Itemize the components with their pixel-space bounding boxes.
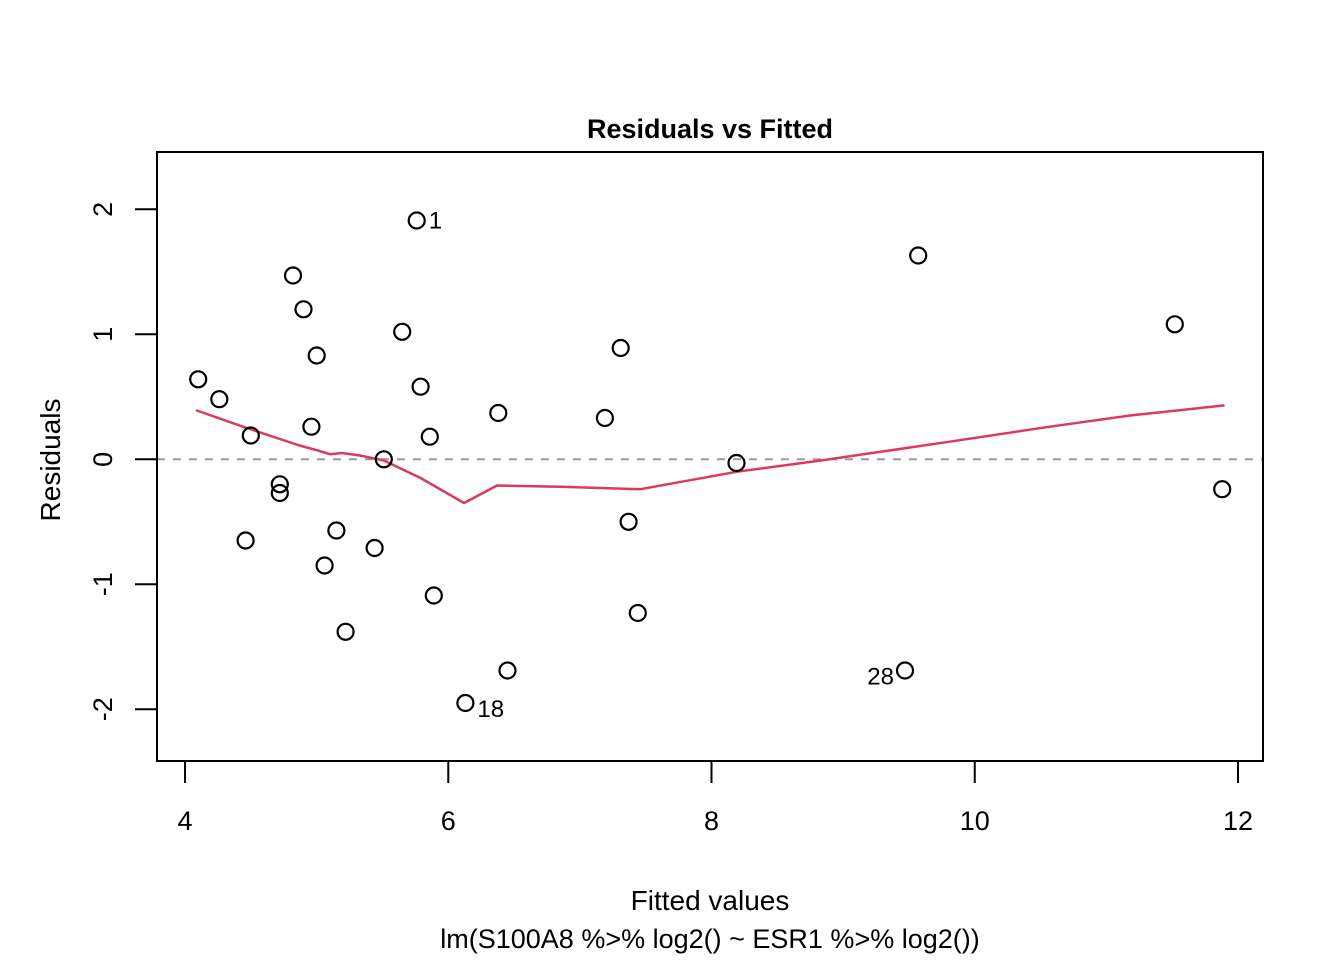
y-tick-label: 0: [88, 452, 118, 467]
model-formula-label: lm(S100A8 %>% log2() ~ ESR1 %>% log2()): [440, 924, 980, 954]
data-point: [420, 427, 439, 446]
data-point: [498, 661, 517, 680]
x-tick-label: 8: [704, 806, 719, 836]
data-point: [407, 211, 426, 230]
data-point: [619, 512, 638, 531]
data-point: [727, 453, 746, 473]
data-point: [909, 246, 928, 265]
data-point: [315, 556, 334, 575]
chart-title: Residuals vs Fitted: [587, 114, 833, 144]
data-point: [595, 408, 615, 428]
data-point: [895, 661, 915, 680]
data-point: [628, 603, 647, 623]
data-point: [189, 370, 208, 389]
data-point: [1213, 480, 1232, 499]
x-tick-label: 10: [960, 806, 990, 836]
data-point: [336, 622, 355, 641]
point-id-label: 18: [477, 696, 504, 723]
data-point: [241, 426, 260, 445]
y-axis-label: Residuals: [35, 399, 66, 522]
point-id-label: 1: [429, 208, 442, 235]
data-point: [393, 322, 412, 341]
smooth-line: [195, 404, 1225, 505]
data-point: [489, 403, 508, 423]
data-point: [424, 586, 443, 605]
data-point: [374, 450, 393, 469]
data-point: [611, 338, 630, 358]
x-tick-label: 4: [178, 806, 193, 836]
data-point: [270, 483, 289, 503]
data-point: [456, 693, 475, 713]
data-point: [365, 538, 384, 558]
data-point: [411, 377, 430, 396]
plot-box: [156, 151, 1264, 762]
data-point: [294, 300, 313, 319]
x-axis-label: Fitted values: [631, 885, 790, 916]
data-point: [270, 475, 289, 494]
y-tick-label: -2: [88, 697, 118, 721]
data-point: [327, 521, 346, 540]
data-point: [283, 266, 303, 285]
x-tick-label: 12: [1223, 806, 1253, 836]
data-point: [236, 531, 255, 550]
data-point: [1165, 315, 1184, 334]
y-tick-label: -1: [88, 572, 118, 596]
y-tick-label: 1: [88, 327, 118, 342]
data-point: [302, 417, 321, 436]
data-point: [307, 346, 326, 365]
x-tick-label: 6: [441, 806, 456, 836]
data-point: [210, 390, 229, 409]
y-tick-label: 2: [88, 202, 118, 217]
point-id-label: 28: [867, 664, 894, 691]
